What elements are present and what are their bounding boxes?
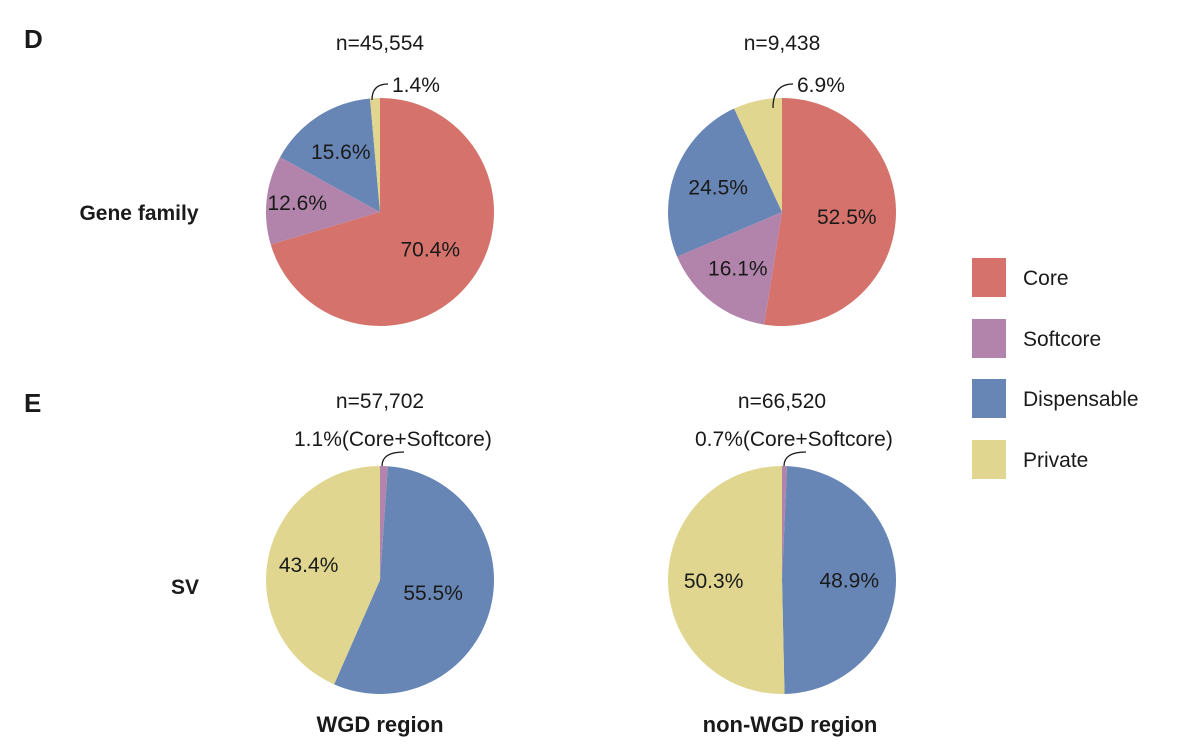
column-label-wgd: WGD region: [316, 712, 443, 737]
slice-percent-label: 55.5%: [403, 582, 463, 605]
pie-slice-core: [764, 98, 897, 326]
slice-percent-label: 24.5%: [688, 176, 748, 199]
row-label-sv: SV: [171, 576, 199, 599]
legend: Core Softcore Dispensable Private: [972, 258, 1139, 479]
column-label-non-wgd: non-WGD region: [703, 712, 878, 737]
pie-slice-private: [667, 466, 785, 694]
sample-size-label: n=45,554: [336, 32, 424, 55]
panel-letter-e: E: [24, 388, 41, 418]
row-label-gene-family: Gene family: [79, 202, 198, 225]
small-slice-callout: 0.7%(Core+Softcore): [695, 428, 893, 451]
pie-chart-gene-family-non-wgd: 52.5% 16.1% 24.5% n=9,438 6.9%: [668, 32, 897, 326]
legend-swatch-dispensable: [972, 379, 1006, 418]
slice-percent-label: 43.4%: [279, 554, 339, 577]
legend-swatch-core: [972, 258, 1006, 297]
pie-chart-sv-wgd: 55.5% 43.4% n=57,702 1.1%(Core+Softcore): [266, 390, 495, 695]
pie-slice-softcore: [677, 212, 782, 325]
pie-slice-private: [369, 98, 380, 212]
pie-slice-softcore: [266, 157, 380, 245]
pie-slice-private: [266, 466, 380, 685]
small-slice-callout: 1.1%(Core+Softcore): [294, 428, 492, 451]
legend-label-private: Private: [1023, 449, 1088, 472]
callout-leader-line: [381, 451, 405, 467]
legend-swatch-softcore: [972, 319, 1006, 358]
slice-percent-label: 50.3%: [684, 570, 744, 593]
slice-percent-label: 70.4%: [400, 238, 460, 261]
slice-percent-label: 52.5%: [817, 206, 877, 229]
sample-size-label: n=57,702: [336, 390, 424, 413]
pie-slice-core-softcore: [782, 466, 788, 580]
legend-swatch-private: [972, 440, 1006, 479]
callout-leader-line: [783, 451, 807, 467]
small-slice-callout: 1.4%: [392, 74, 440, 97]
legend-label-dispensable: Dispensable: [1023, 388, 1139, 411]
pie-chart-gene-family-wgd: 70.4% 12.6% 15.6% n=45,554 1.4%: [266, 32, 494, 327]
panel-letter-d: D: [24, 24, 43, 54]
slice-percent-label: 12.6%: [267, 192, 327, 215]
pie-chart-sv-non-wgd: 48.9% 50.3% n=66,520 0.7%(Core+Softcore): [667, 390, 896, 694]
legend-label-softcore: Softcore: [1023, 328, 1101, 351]
callout-leader-line: [371, 83, 389, 101]
pie-slice-dispensable: [334, 466, 495, 695]
slice-percent-label: 16.1%: [708, 258, 768, 281]
pie-slice-core: [270, 98, 494, 327]
pie-slice-dispensable: [668, 108, 782, 257]
pie-slice-private: [734, 98, 782, 212]
pie-slice-dispensable: [782, 466, 896, 694]
slice-percent-label: 15.6%: [311, 141, 371, 164]
small-slice-callout: 6.9%: [797, 74, 845, 97]
slice-percent-label: 48.9%: [819, 570, 879, 593]
pie-slice-dispensable: [280, 98, 380, 212]
callout-leader-line: [772, 83, 794, 109]
legend-label-core: Core: [1023, 267, 1069, 290]
pie-slice-core-softcore: [380, 466, 388, 580]
sample-size-label: n=66,520: [738, 390, 826, 413]
sample-size-label: n=9,438: [744, 32, 821, 55]
